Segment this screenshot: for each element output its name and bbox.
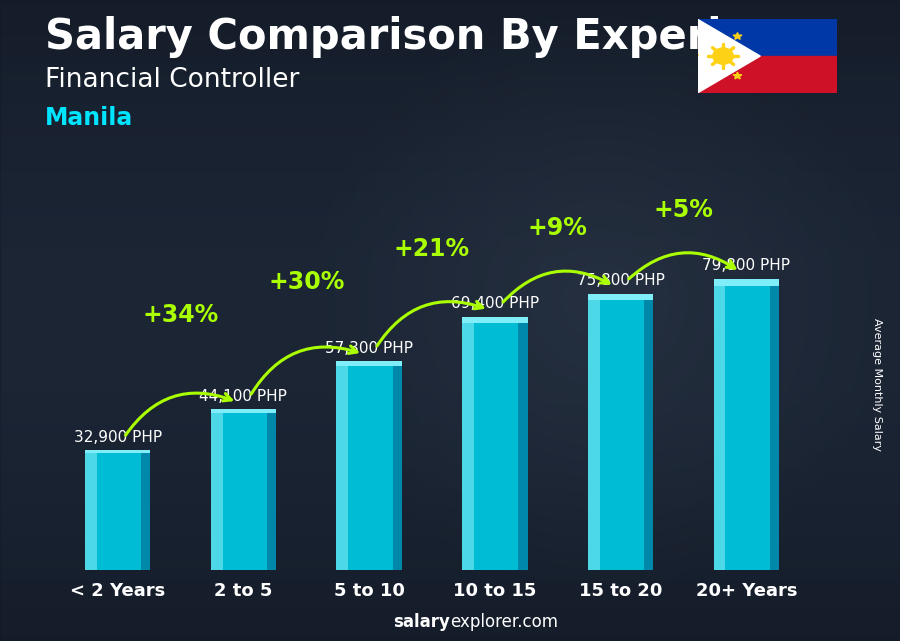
Bar	[644, 294, 653, 570]
Bar	[85, 450, 150, 570]
Bar	[85, 450, 150, 453]
Bar	[463, 317, 527, 323]
Polygon shape	[698, 19, 760, 93]
Bar	[463, 317, 527, 570]
Bar	[463, 317, 474, 570]
Text: Average Monthly Salary: Average Monthly Salary	[872, 318, 883, 451]
Text: Salary Comparison By Experience: Salary Comparison By Experience	[45, 16, 832, 58]
Text: +5%: +5%	[653, 198, 714, 222]
Bar	[714, 279, 779, 570]
Bar	[141, 450, 150, 570]
Text: 32,900 PHP: 32,900 PHP	[74, 430, 162, 445]
Text: +21%: +21%	[394, 237, 470, 262]
Text: 75,800 PHP: 75,800 PHP	[577, 273, 664, 288]
Bar	[714, 279, 725, 570]
Text: 69,400 PHP: 69,400 PHP	[451, 296, 539, 312]
Text: +9%: +9%	[527, 216, 588, 240]
Bar	[392, 361, 401, 570]
Bar	[518, 317, 527, 570]
Bar	[588, 294, 599, 570]
Bar	[714, 279, 779, 287]
Bar	[337, 361, 401, 570]
Bar	[211, 410, 276, 413]
Bar	[588, 294, 653, 301]
Text: salary: salary	[393, 613, 450, 631]
Text: +30%: +30%	[268, 271, 345, 294]
Text: Financial Controller: Financial Controller	[45, 67, 300, 94]
Text: +34%: +34%	[142, 303, 219, 327]
Bar	[588, 294, 653, 570]
Bar	[211, 410, 222, 570]
Text: 44,100 PHP: 44,100 PHP	[200, 389, 287, 404]
Text: Manila: Manila	[45, 106, 133, 129]
Bar	[267, 410, 276, 570]
Bar	[770, 279, 779, 570]
Polygon shape	[734, 72, 742, 79]
Bar	[337, 361, 401, 367]
Polygon shape	[689, 53, 698, 59]
Bar	[85, 450, 97, 570]
Bar	[698, 56, 837, 93]
Bar	[211, 410, 276, 570]
Circle shape	[713, 48, 734, 64]
Text: explorer.com: explorer.com	[450, 613, 558, 631]
Text: 79,800 PHP: 79,800 PHP	[702, 258, 790, 274]
Bar	[337, 361, 348, 570]
Bar	[698, 19, 837, 56]
Text: 57,300 PHP: 57,300 PHP	[325, 340, 413, 356]
Polygon shape	[734, 33, 742, 39]
